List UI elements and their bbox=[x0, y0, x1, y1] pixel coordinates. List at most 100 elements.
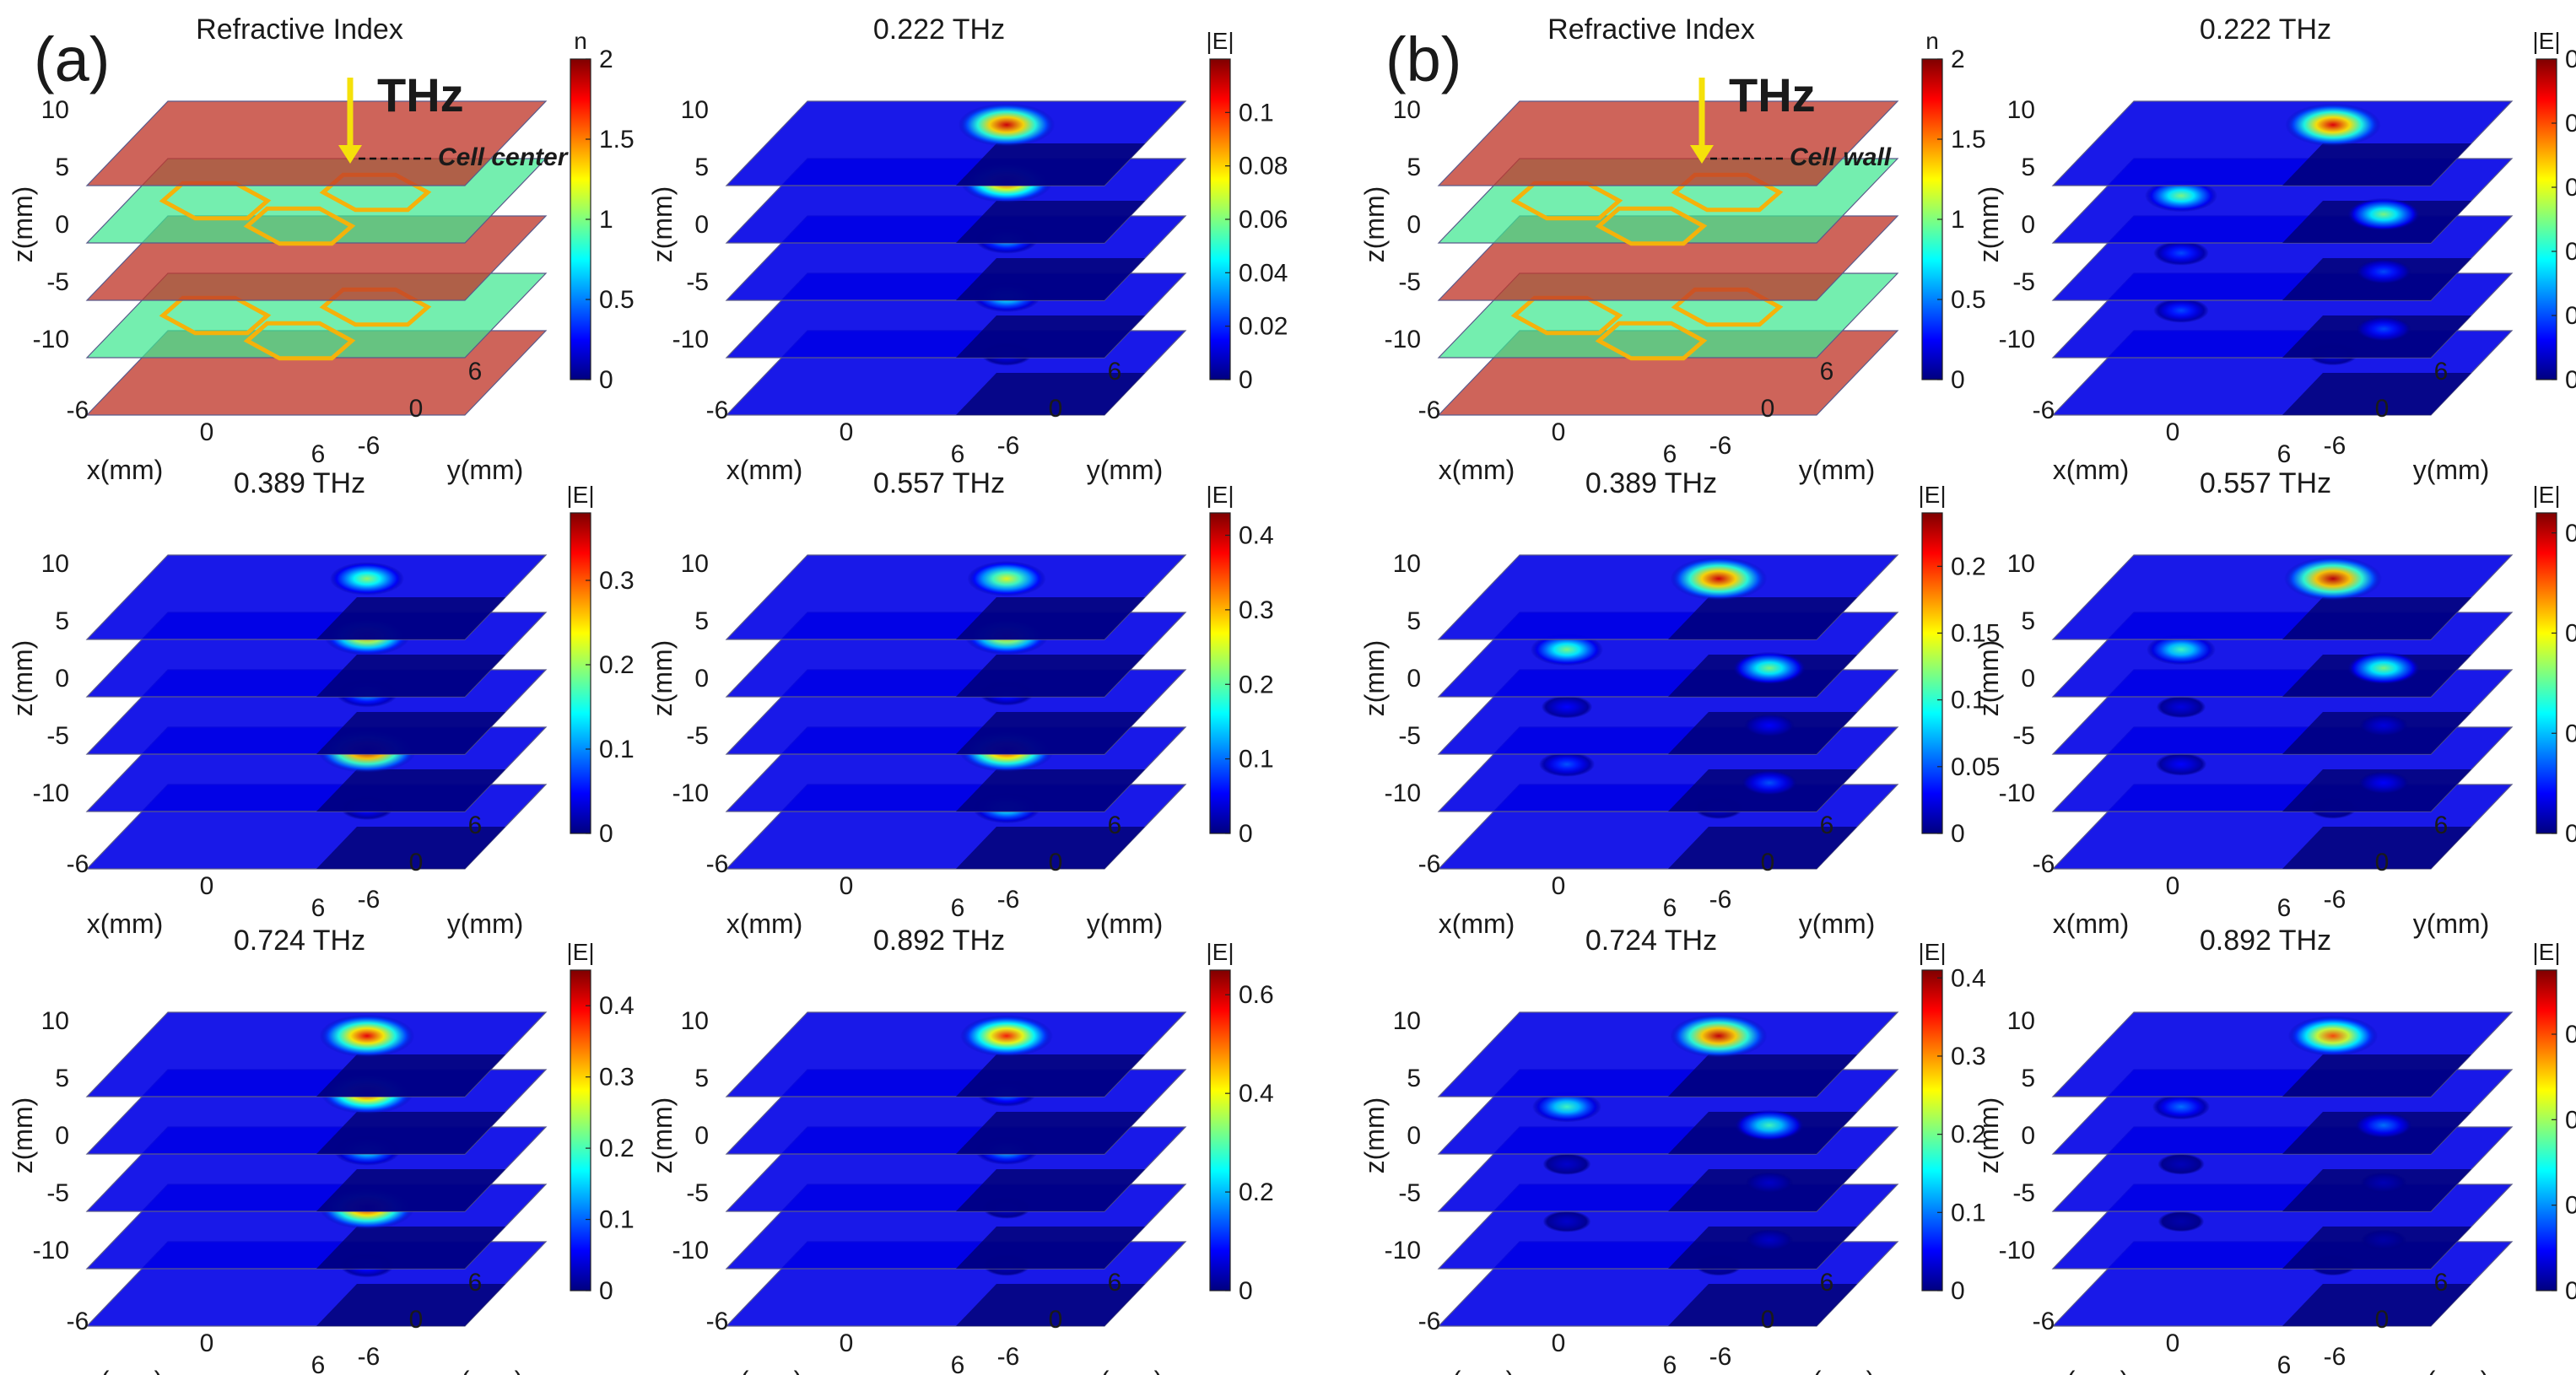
colorbar-label: |E| bbox=[1918, 482, 1946, 508]
z-tick-label: 5 bbox=[1407, 607, 1421, 635]
y-axis-label: y(mm) bbox=[447, 909, 524, 939]
plot-title: Refractive Index bbox=[1547, 13, 1755, 46]
z-tick-label: -10 bbox=[33, 326, 69, 353]
cell-wall-hexagon bbox=[243, 206, 356, 246]
plot-title: 0.222 THz bbox=[2200, 13, 2331, 46]
colorbar bbox=[1921, 512, 1943, 834]
field-hotspot bbox=[967, 561, 1046, 596]
slice-dark-region bbox=[316, 1112, 505, 1154]
y-tick-label: 0 bbox=[1761, 1306, 1775, 1334]
x-tick-label: 0 bbox=[2166, 872, 2180, 900]
z-tick-label: 5 bbox=[2021, 154, 2035, 181]
subplot-b-2-1: 0.892 THz 10 5 0 -5 -10 z(mm) -6 0 6 x(mm) -6 0 6 y(mm… bbox=[1974, 925, 2576, 1375]
y-axis-label: y(mm) bbox=[1799, 455, 1876, 485]
z-tick-label: 10 bbox=[1393, 1007, 1421, 1035]
field-hotspot bbox=[2356, 316, 2411, 342]
colorbar-tick-label: 0.08 bbox=[2565, 110, 2576, 138]
colorbar bbox=[2535, 512, 2557, 834]
subplot-a-1-1: 0.557 THz 10 5 0 -5 -10 z(mm) -6 0 6 x(mm) -6 0 6 y(mm… bbox=[647, 467, 1274, 939]
z-tick-label: -5 bbox=[686, 268, 709, 296]
x-tick-label: 0 bbox=[2166, 1329, 2180, 1357]
slice-dark-region bbox=[1668, 597, 1857, 639]
z-axis-label: z(mm) bbox=[8, 1097, 38, 1174]
field-hotspot bbox=[1542, 1153, 1591, 1175]
colorbar-tick-label: 0.02 bbox=[1239, 313, 1288, 341]
slice-dark-region bbox=[2282, 143, 2471, 186]
y-tick-label: 6 bbox=[468, 812, 483, 839]
field-hotspot bbox=[330, 562, 404, 596]
plot-title: 0.222 THz bbox=[873, 13, 1005, 46]
x-tick-label: 6 bbox=[2277, 440, 2292, 468]
z-tick-label: 0 bbox=[694, 1122, 709, 1150]
subplot-b-1-0: 0.389 THz 10 5 0 -5 -10 z(mm) -6 0 6 x(mm) -6 0 6 y(mm… bbox=[1359, 467, 2000, 939]
y-tick-label: 0 bbox=[2375, 1306, 2390, 1334]
x-axis-label: x(mm) bbox=[726, 455, 803, 485]
subplot-a-0-1: 0.222 THz 10 5 0 -5 -10 z(mm) -6 0 6 x(mm) -6 0 6 y(mm… bbox=[647, 13, 1288, 485]
y-tick-label: -6 bbox=[358, 1343, 381, 1371]
field-hotspot bbox=[2357, 771, 2410, 795]
colorbar-label: |E| bbox=[2532, 28, 2560, 54]
plot-title: Refractive Index bbox=[196, 13, 403, 46]
x-tick-label: 6 bbox=[311, 1351, 326, 1375]
field-hotspot bbox=[960, 1015, 1053, 1057]
colorbar-label: n bbox=[1925, 28, 1939, 54]
y-tick-label: 0 bbox=[409, 1306, 424, 1334]
colorbar-tick-label: 0.3 bbox=[2565, 520, 2576, 547]
colorbar-label: |E| bbox=[1206, 482, 1234, 508]
colorbar-tick-label: 0.2 bbox=[1951, 1121, 1986, 1149]
slice-dark-region bbox=[2282, 597, 2471, 639]
z-tick-label: -10 bbox=[672, 1237, 709, 1264]
z-tick-label: -5 bbox=[686, 722, 709, 750]
z-tick-label: 5 bbox=[694, 607, 709, 635]
y-axis-label: y(mm) bbox=[1087, 455, 1164, 485]
slice-dark-region bbox=[316, 1284, 505, 1326]
x-axis-label: x(mm) bbox=[1439, 455, 1515, 485]
y-tick-label: -6 bbox=[997, 886, 1020, 914]
z-tick-label: 5 bbox=[2021, 1065, 2035, 1092]
z-axis-label: z(mm) bbox=[647, 640, 678, 717]
field-hotspot bbox=[2152, 1093, 2211, 1120]
slice-dark-region bbox=[956, 1054, 1145, 1097]
x-tick-label: 0 bbox=[840, 1329, 854, 1357]
subplots: Refractive Index 10 5 0 -5 -10 z(mm) -6 0 6 x(mm) -… bbox=[8, 13, 2576, 1375]
z-axis-label: z(mm) bbox=[1359, 640, 1390, 717]
z-axis-label: z(mm) bbox=[1974, 640, 2004, 717]
plot-title: 0.389 THz bbox=[234, 467, 365, 499]
slice-dark-region bbox=[316, 827, 505, 869]
z-axis-label: z(mm) bbox=[1974, 186, 2004, 263]
panel-b-label: (b) bbox=[1385, 24, 1461, 94]
colorbar-tick-label: 0.1 bbox=[599, 736, 635, 763]
z-tick-label: -5 bbox=[2012, 268, 2035, 296]
colorbar-tick-label: 0.2 bbox=[599, 1135, 635, 1162]
z-tick-label: 10 bbox=[41, 1007, 69, 1035]
colorbar-tick-label: 0.4 bbox=[1239, 1080, 1274, 1108]
y-tick-label: 0 bbox=[1761, 849, 1775, 876]
y-axis-label: y(mm) bbox=[1087, 1366, 1164, 1375]
y-tick-label: 6 bbox=[1108, 812, 1122, 839]
slice-dark-region bbox=[2282, 1284, 2471, 1326]
colorbar-tick-label: 0.3 bbox=[599, 567, 635, 595]
colorbar-tick-label: 2 bbox=[599, 46, 613, 73]
colorbar bbox=[1209, 512, 1231, 834]
colorbar bbox=[570, 969, 591, 1291]
x-tick-label: -6 bbox=[1418, 396, 1441, 424]
z-axis-label: z(mm) bbox=[647, 186, 678, 263]
y-tick-label: -6 bbox=[358, 432, 381, 460]
cell-wall-hexagon bbox=[243, 321, 356, 361]
field-hotspot bbox=[1745, 1172, 1794, 1194]
field-hotspot bbox=[2157, 1153, 2205, 1175]
plot-title: 0.892 THz bbox=[873, 925, 1005, 957]
x-axis-label: x(mm) bbox=[2053, 1366, 2130, 1375]
x-tick-label: -6 bbox=[706, 1308, 729, 1335]
slice-dark-region bbox=[316, 597, 505, 639]
z-tick-label: 5 bbox=[694, 1065, 709, 1092]
y-tick-label: -6 bbox=[1709, 1343, 1732, 1371]
x-tick-label: 0 bbox=[840, 872, 854, 900]
z-tick-label: 10 bbox=[1393, 96, 1421, 124]
y-tick-label: 0 bbox=[1761, 395, 1775, 423]
slice-dark-region bbox=[316, 1227, 505, 1269]
colorbar-label: |E| bbox=[566, 482, 594, 508]
z-tick-label: 10 bbox=[2007, 96, 2035, 124]
y-tick-label: -6 bbox=[997, 1343, 1020, 1371]
field-hotspot bbox=[2347, 197, 2420, 231]
